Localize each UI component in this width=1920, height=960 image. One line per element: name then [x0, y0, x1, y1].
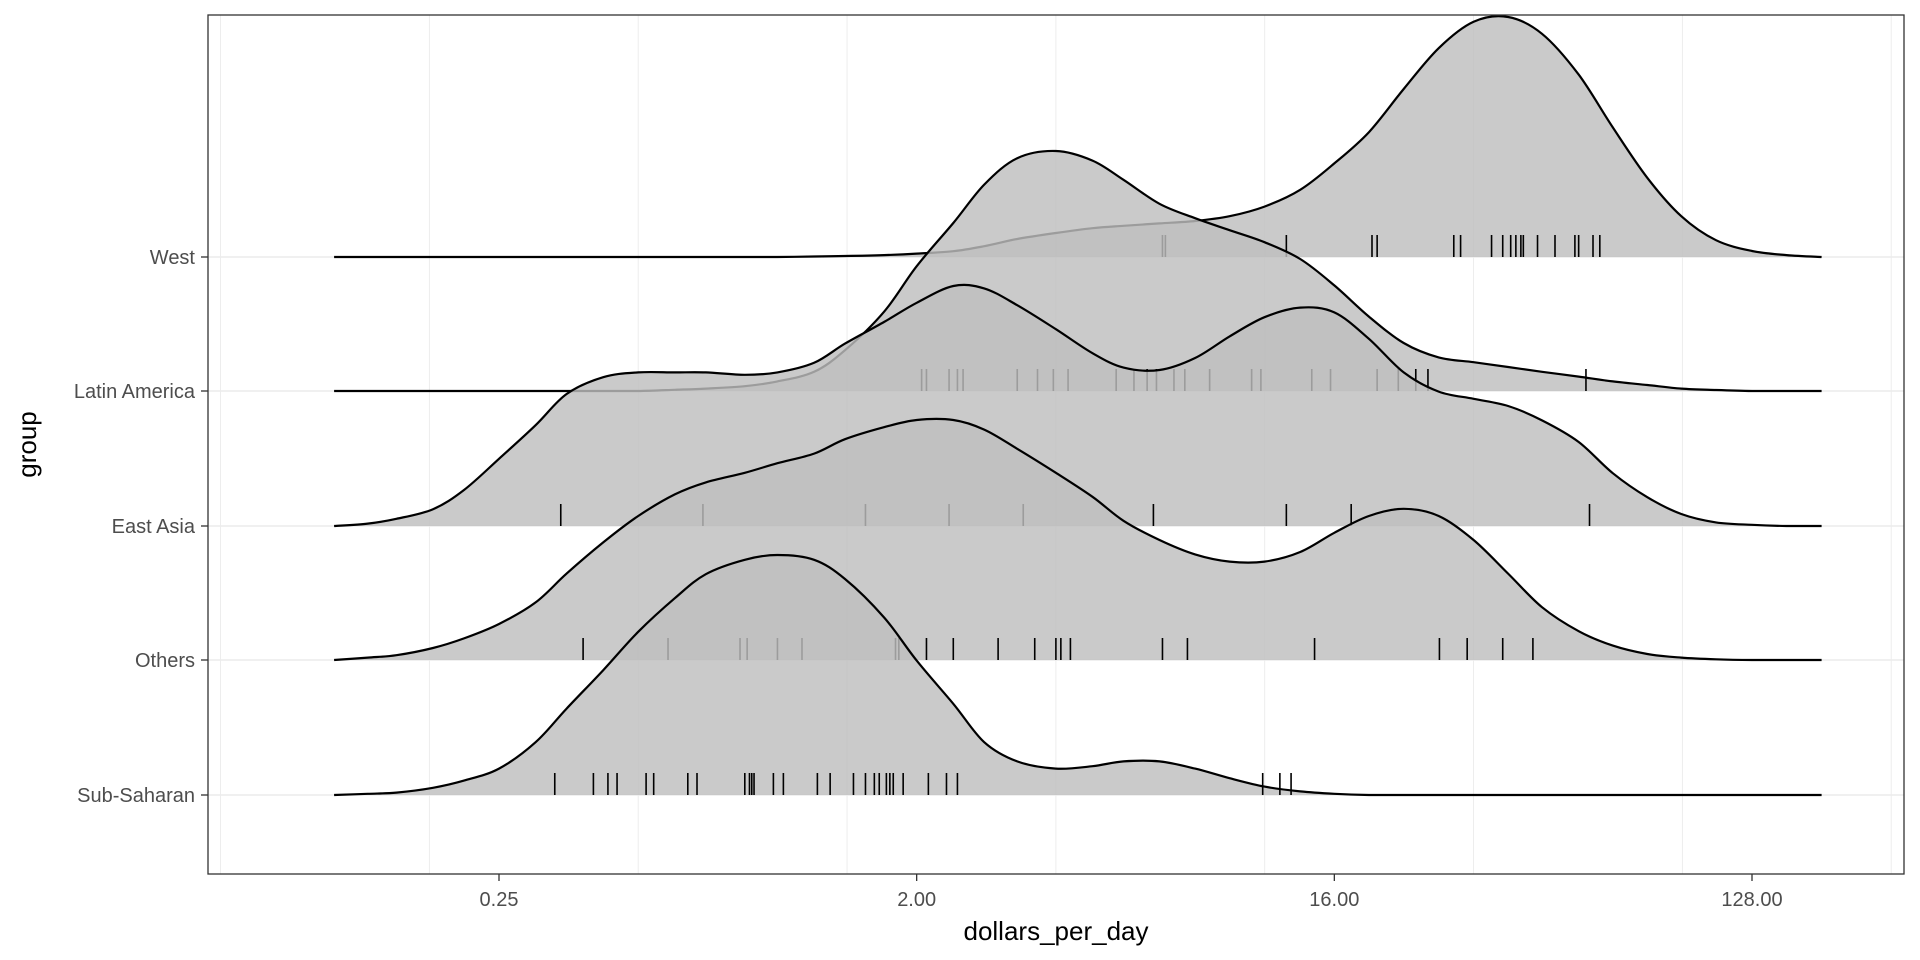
- density-line: [334, 553, 1822, 797]
- density-area: [334, 150, 1822, 391]
- y-tick-label: West: [150, 247, 196, 269]
- density-area: [334, 284, 1822, 526]
- y-tick-label: Others: [135, 650, 195, 672]
- y-tick-label: Latin America: [74, 381, 196, 403]
- axes: 0.25 2.00 16.00 128.00 Sub-Saharan Others East…: [74, 247, 1783, 911]
- y-tick-label: East Asia: [112, 516, 196, 538]
- x-tick-label: 2.00: [897, 889, 936, 911]
- y-axis-title: group: [12, 411, 42, 478]
- density-area: [334, 555, 1822, 795]
- density-area: [334, 16, 1822, 257]
- panel-border: [207, 14, 1905, 875]
- density-line: [334, 283, 1822, 528]
- ridges: [334, 15, 1822, 797]
- density-line: [334, 417, 1822, 662]
- rug-marks: [553, 773, 1292, 795]
- x-tick-label: 128.00: [1721, 889, 1782, 911]
- y-tick-label: Sub-Saharan: [77, 785, 195, 807]
- x-tick-label: 0.25: [480, 889, 519, 911]
- ridge-sub-saharan: [334, 553, 1822, 797]
- x-axis-title: dollars_per_day: [963, 916, 1148, 946]
- x-tick-label: 16.00: [1309, 889, 1359, 911]
